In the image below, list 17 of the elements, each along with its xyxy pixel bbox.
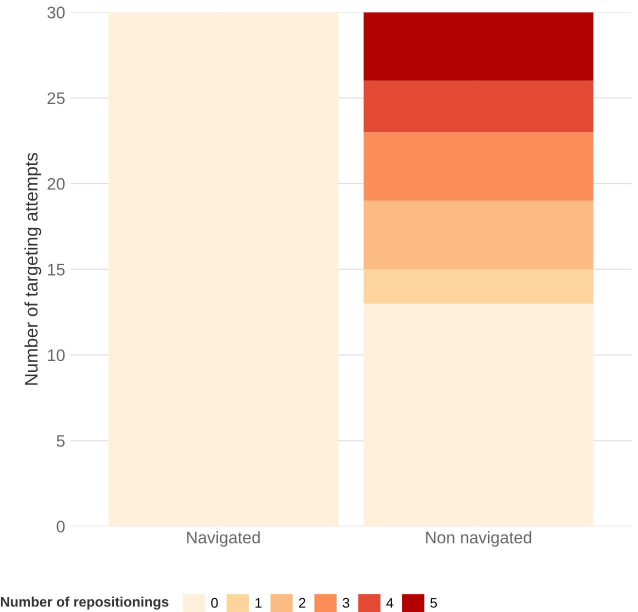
y-tick-label: 20 <box>48 178 65 190</box>
y-tick-label: 10 <box>48 349 65 362</box>
y-tick-label: 30 <box>47 6 65 18</box>
y-tick-label: 5 <box>56 435 65 447</box>
legend-title: Number of repositionings <box>0 596 168 610</box>
y-tick-label: 0 <box>56 520 65 533</box>
y-tick-label: 15 <box>48 264 65 276</box>
x-tick-label: Non navigated <box>426 531 532 547</box>
legend-label: 0 <box>211 598 218 608</box>
legend-label: 1 <box>256 598 262 608</box>
x-tick-label: Navigated <box>187 531 260 547</box>
legend-label: 4 <box>386 598 394 608</box>
y-tick-label: 25 <box>48 92 65 104</box>
y-axis-title: Number of targeting attempts <box>24 153 42 385</box>
legend-label: 2 <box>299 598 306 608</box>
legend-label: 3 <box>342 598 350 608</box>
legend-label: 5 <box>430 598 437 608</box>
